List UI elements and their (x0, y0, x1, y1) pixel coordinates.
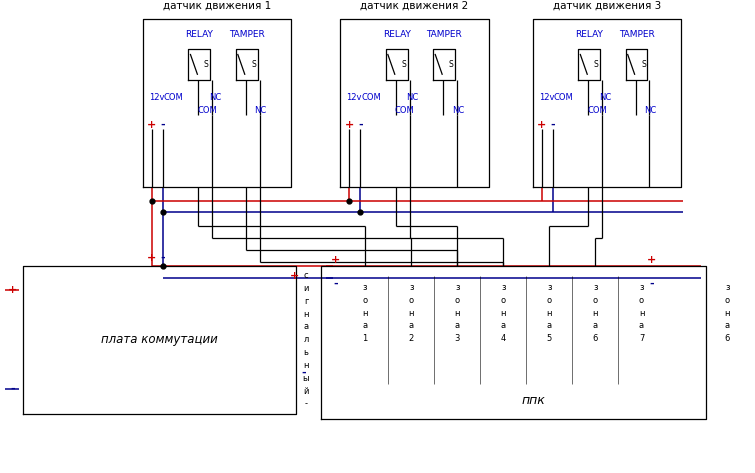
Text: з: з (547, 283, 552, 292)
Text: S: S (448, 60, 454, 69)
Text: 3: 3 (455, 334, 460, 343)
Text: а: а (593, 322, 598, 331)
Text: з: з (455, 283, 460, 292)
Text: а: а (725, 322, 730, 331)
Text: TAMPER: TAMPER (229, 30, 264, 39)
Text: +: + (289, 271, 299, 280)
Text: 7: 7 (639, 334, 644, 343)
Text: NC: NC (599, 94, 611, 103)
Text: -: - (11, 384, 15, 394)
Text: COM: COM (553, 94, 574, 103)
Text: г: г (304, 297, 308, 306)
Text: н: н (408, 308, 414, 317)
Text: -: - (550, 120, 555, 130)
Text: TAMPER: TAMPER (427, 30, 462, 39)
Text: +: + (345, 120, 354, 130)
Text: о: о (455, 296, 460, 305)
Text: н: н (304, 310, 309, 319)
Text: COM: COM (395, 106, 414, 115)
Text: датчик движения 2: датчик движения 2 (360, 1, 469, 11)
Text: +: + (8, 285, 17, 296)
Text: н: н (639, 308, 644, 317)
Text: 12v: 12v (347, 94, 362, 103)
Text: TAMPER: TAMPER (618, 30, 655, 39)
Text: н: н (455, 308, 460, 317)
Text: а: а (304, 323, 309, 332)
Text: S: S (251, 60, 256, 69)
Text: -: - (161, 120, 165, 130)
Text: л: л (304, 335, 309, 344)
Text: -: - (304, 399, 307, 408)
Text: а: а (547, 322, 552, 331)
Text: ы: ы (303, 374, 310, 383)
Text: -: - (302, 368, 307, 377)
Text: RELAY: RELAY (186, 30, 213, 39)
Text: плата коммутации: плата коммутации (101, 333, 217, 346)
Text: о: о (408, 296, 414, 305)
Text: н: н (593, 308, 598, 317)
Text: NC: NC (644, 106, 657, 115)
Text: з: з (725, 283, 729, 292)
Text: 1: 1 (362, 334, 368, 343)
Text: 4: 4 (501, 334, 506, 343)
Text: с: с (304, 271, 308, 280)
Text: а: а (362, 322, 368, 331)
Text: н: н (501, 308, 506, 317)
Text: о: о (547, 296, 552, 305)
Text: а: а (408, 322, 414, 331)
Text: з: з (593, 283, 598, 292)
Text: з: з (501, 283, 506, 292)
Text: -: - (358, 120, 362, 130)
Text: ь: ь (304, 348, 308, 357)
Text: COM: COM (197, 106, 217, 115)
Text: ппк: ппк (521, 394, 545, 407)
Text: а: а (639, 322, 644, 331)
Text: S: S (641, 60, 646, 69)
Text: S: S (204, 60, 208, 69)
Text: о: о (593, 296, 598, 305)
Text: датчик движения 3: датчик движения 3 (553, 1, 661, 11)
Text: -: - (649, 279, 654, 289)
Text: -: - (161, 253, 165, 263)
Text: 2: 2 (408, 334, 414, 343)
Text: з: з (363, 283, 368, 292)
Text: NC: NC (406, 94, 419, 103)
Text: з: з (639, 283, 644, 292)
Text: о: о (725, 296, 730, 305)
Text: о: о (362, 296, 368, 305)
Text: COM: COM (587, 106, 607, 115)
Text: NC: NC (451, 106, 464, 115)
Text: COM: COM (164, 94, 183, 103)
Text: датчик движения 1: датчик движения 1 (163, 1, 271, 11)
Text: +: + (147, 253, 156, 263)
Text: NC: NC (209, 94, 221, 103)
Text: +: + (331, 255, 341, 265)
Text: н: н (304, 361, 309, 370)
Text: а: а (501, 322, 506, 331)
Text: и: и (304, 284, 309, 293)
Text: -: - (333, 279, 338, 289)
Text: н: н (725, 308, 730, 317)
Text: 6: 6 (593, 334, 598, 343)
Text: RELAY: RELAY (575, 30, 603, 39)
Text: н: н (362, 308, 368, 317)
Text: COM: COM (361, 94, 381, 103)
Text: S: S (401, 60, 406, 69)
Text: о: о (639, 296, 644, 305)
Text: +: + (647, 255, 656, 265)
Text: а: а (455, 322, 460, 331)
Text: з: з (409, 283, 414, 292)
Text: RELAY: RELAY (383, 30, 411, 39)
Text: 12v: 12v (539, 94, 554, 103)
Text: S: S (593, 60, 599, 69)
Text: +: + (538, 120, 547, 130)
Text: 5: 5 (547, 334, 552, 343)
Text: 12v: 12v (149, 94, 165, 103)
Text: й: й (304, 386, 309, 395)
Text: +: + (147, 120, 156, 130)
Text: 6: 6 (725, 334, 730, 343)
Text: н: н (547, 308, 552, 317)
Text: о: о (501, 296, 506, 305)
Text: NC: NC (254, 106, 267, 115)
